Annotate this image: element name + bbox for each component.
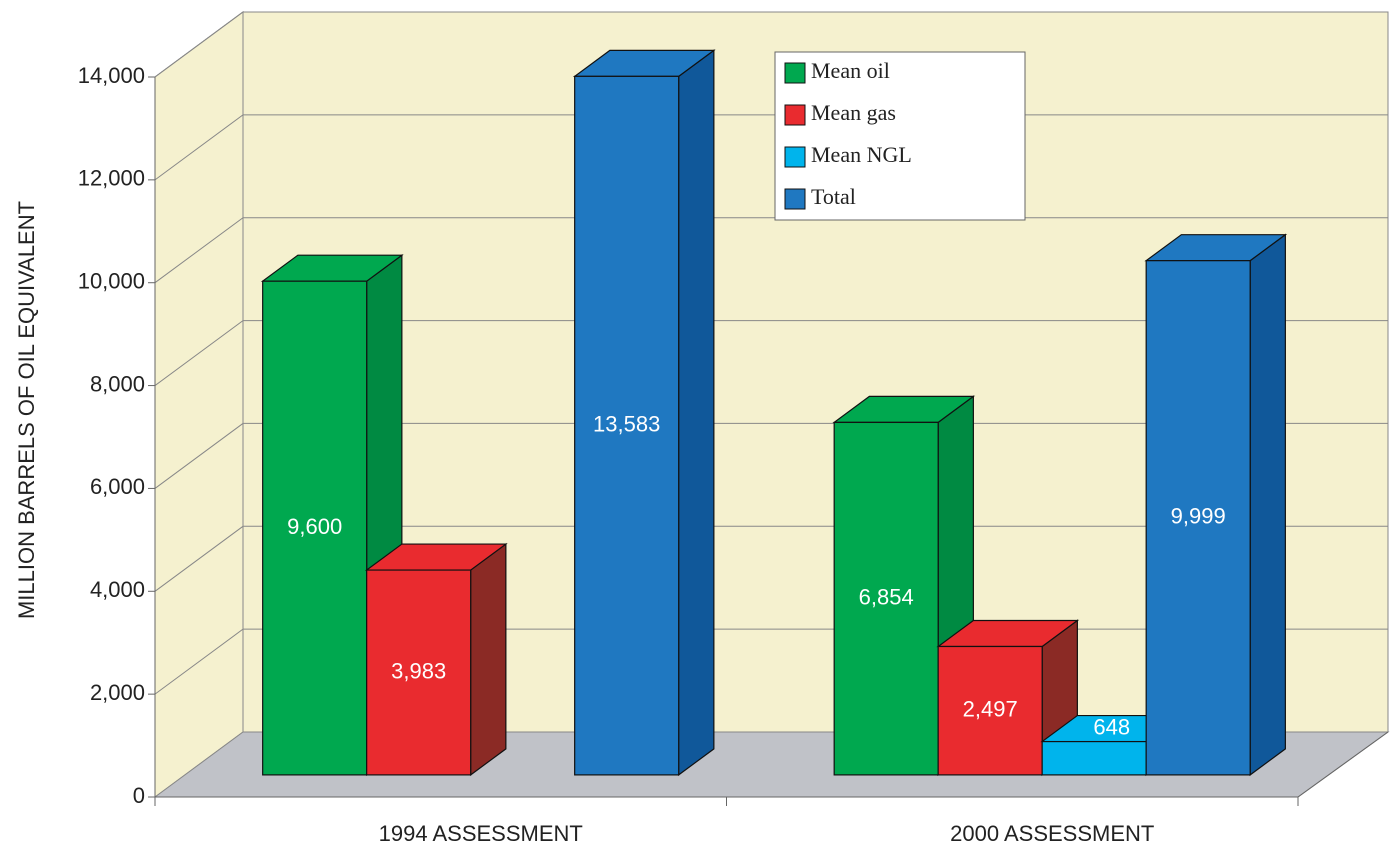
grid-line	[154, 11, 1388, 78]
value-label: 9,600	[287, 514, 342, 539]
y-tick-label: 6,000	[90, 474, 145, 499]
bar	[1041, 740, 1147, 776]
y-tick-label: 12,000	[78, 166, 145, 191]
value-label: 2,497	[963, 697, 1018, 722]
value-label: 13,583	[593, 411, 660, 436]
bar	[262, 280, 368, 776]
value-label: 648	[1093, 714, 1130, 739]
legend-swatch	[784, 146, 806, 168]
legend-box	[774, 51, 1026, 221]
bar	[833, 421, 939, 776]
x-tick-label: 1994 ASSESSMENT	[379, 821, 583, 846]
bar-side	[678, 49, 715, 777]
y-axis-label: MILLION BARRELS OF OIL EQUIVALENT	[14, 201, 39, 619]
legend-swatch	[784, 188, 806, 210]
bar-side	[470, 542, 507, 777]
grid-line	[154, 422, 1388, 489]
grid-line	[154, 525, 1388, 592]
y-tick-label: 4,000	[90, 577, 145, 602]
grid-line	[154, 320, 1388, 386]
legend-swatch	[784, 62, 806, 84]
bar-side	[1249, 233, 1286, 777]
legend-label: Total	[811, 184, 856, 209]
value-label: 6,854	[859, 584, 914, 609]
legend-label: Mean gas	[811, 100, 896, 125]
legend-label: Mean oil	[811, 58, 890, 83]
y-tick-label: 14,000	[78, 63, 145, 88]
value-label: 3,983	[391, 658, 446, 683]
bar	[1145, 260, 1251, 776]
bar	[574, 75, 680, 776]
bar	[937, 645, 1043, 776]
y-tick-label: 0	[133, 783, 145, 808]
floor-edge	[1297, 731, 1389, 798]
y-tick-label: 10,000	[78, 269, 145, 294]
y-tick-label: 2,000	[90, 680, 145, 705]
legend-label: Mean NGL	[811, 142, 912, 167]
left-wall-ext	[154, 11, 244, 798]
y-tick-label: 8,000	[90, 371, 145, 396]
value-label: 9,999	[1171, 504, 1226, 529]
x-tick-label: 2000 ASSESSMENT	[950, 821, 1154, 846]
legend-swatch	[784, 104, 806, 126]
bar	[366, 569, 472, 776]
